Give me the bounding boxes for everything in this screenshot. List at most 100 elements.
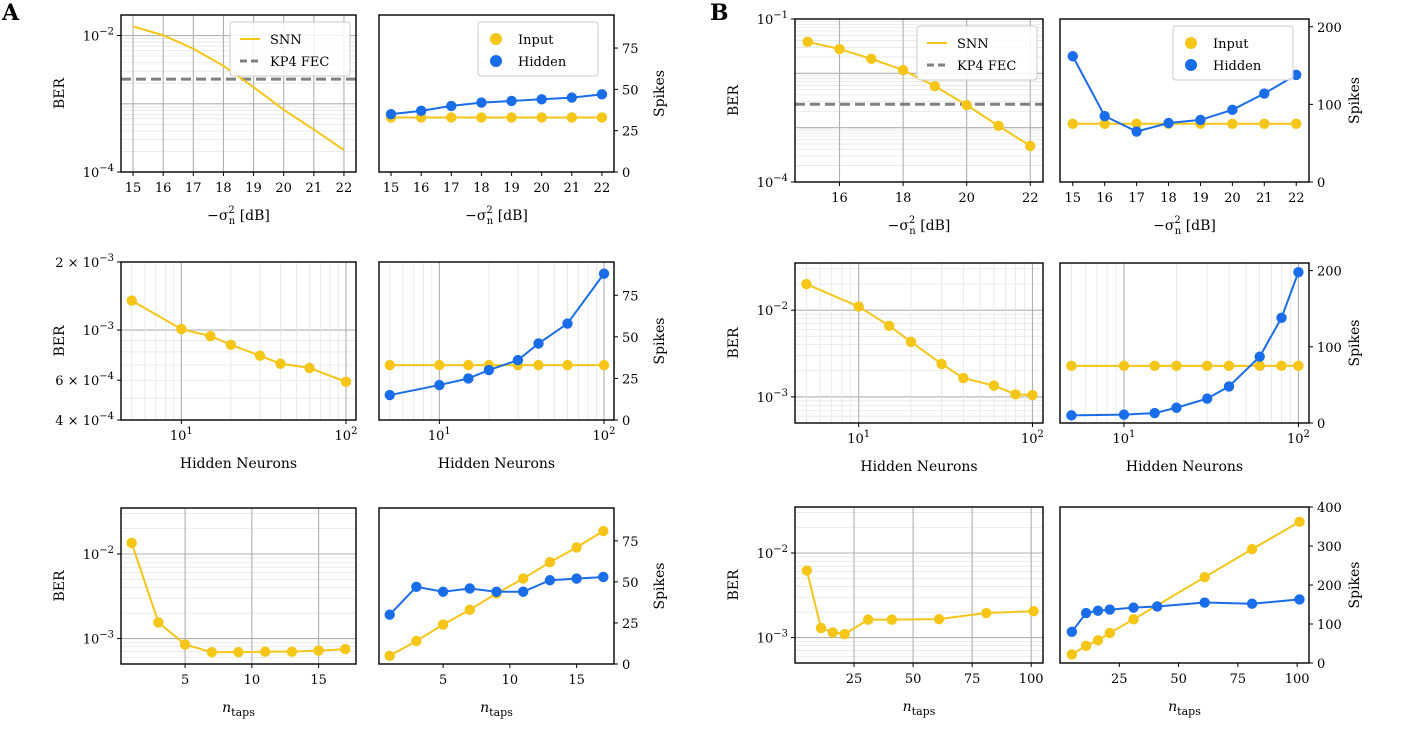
data-point-hidden	[476, 97, 487, 108]
y-tick-label: 0	[1317, 657, 1325, 672]
data-point-input	[1099, 118, 1110, 129]
x-tick-label: 16	[1096, 191, 1113, 206]
data-point-input	[566, 112, 578, 123]
panel-label-a: A	[1, 0, 20, 26]
data-point-hidden	[571, 573, 582, 584]
data-point-input	[464, 604, 475, 616]
data-point-snn	[853, 301, 864, 312]
x-axis-label: −σ2 n [dB]	[207, 205, 270, 227]
legend-label-fec: KP4 FEC	[270, 55, 329, 70]
panel-label-b: B	[710, 0, 729, 26]
data-point-hidden	[483, 364, 495, 376]
plots: 15 16 17 18 19 20 21 22 10−2 10−4 −σ2 n [dB] BER SNN K…	[52, 10, 1363, 719]
data-point-hidden	[1199, 597, 1210, 608]
x-tick-label: 25	[846, 672, 863, 687]
x-tick-label: 18	[215, 181, 232, 196]
y-axis-label: BER	[52, 325, 68, 357]
chart-B-ber-neurons: 101 102 10−2 10−3 Hidden Neurons BER	[726, 262, 1044, 475]
data-point-hidden	[491, 586, 502, 597]
data-point-hidden	[1104, 604, 1116, 615]
legend-box	[1172, 25, 1294, 81]
data-point-input	[446, 112, 457, 123]
axes-frame	[794, 18, 1044, 183]
data-point-snn	[313, 645, 324, 656]
data-point-input	[1291, 118, 1302, 129]
data-point-hidden	[1223, 381, 1235, 392]
data-point-snn	[205, 330, 216, 342]
x-axis-label: ntaps	[480, 700, 513, 719]
data-point-input	[518, 573, 529, 584]
y-tick-label: 10−2	[757, 301, 788, 319]
y-axis-label: BER	[726, 569, 742, 601]
x-tick-label: 102	[335, 426, 358, 444]
legend-label-fec: KP4 FEC	[957, 59, 1016, 74]
x-tick-label: 22	[1022, 191, 1039, 206]
data-point-input	[1149, 360, 1160, 372]
data-point-hidden	[512, 354, 524, 366]
x-axis-label: −σ2 n [dB]	[888, 215, 951, 237]
x-tick-label: 21	[306, 181, 323, 196]
data-point-input	[463, 359, 474, 371]
legend-swatch-input	[1185, 37, 1197, 49]
data-point-snn	[884, 320, 895, 332]
series-snn	[132, 25, 345, 151]
x-tick-label: 18	[473, 181, 490, 196]
grid	[121, 262, 356, 420]
y-tick-label: 10−3	[757, 629, 788, 647]
axes-frame	[120, 14, 357, 173]
y-tick-label: 10−3	[83, 321, 114, 339]
data-point-hidden	[1254, 351, 1265, 362]
data-point-snn	[815, 622, 827, 634]
y-tick-label: 100	[1317, 341, 1342, 356]
data-point-hidden	[1293, 266, 1304, 278]
data-point-hidden	[446, 100, 457, 112]
data-point-hidden	[1080, 607, 1092, 619]
x-tick-label: 16	[413, 181, 430, 196]
data-point-input	[1066, 360, 1077, 372]
data-point-input	[1104, 627, 1116, 639]
data-point-hidden	[1246, 598, 1258, 609]
data-point-snn	[961, 99, 972, 111]
x-tick-label: 15	[1064, 191, 1081, 206]
data-point-hidden	[384, 609, 395, 620]
data-point-input	[1128, 614, 1139, 625]
series-snn	[801, 565, 1039, 640]
x-tick-label: 50	[1170, 672, 1187, 687]
y-tick-label: 200	[1317, 265, 1342, 280]
y-ticks: 10−2 10−3	[757, 544, 795, 647]
y-axis-label: Spikes	[1347, 320, 1363, 367]
chart-A-spikes-noise: 15 16 17 18 19 20 21 22 0 25 50 75 −σ2 n [dB] Spikes In…	[378, 14, 668, 227]
data-point-hidden	[434, 379, 445, 391]
axes-frame	[794, 506, 1044, 664]
y-tick-label: 25	[622, 372, 639, 387]
x-tick-label: 10	[244, 673, 261, 688]
data-point-snn	[839, 628, 850, 640]
x-tick-label: 20	[1224, 191, 1241, 206]
x-tick-label: 16	[831, 191, 848, 206]
data-point-hidden	[1259, 88, 1270, 99]
y-tick-label: 50	[622, 331, 639, 346]
data-point-input	[533, 359, 544, 371]
data-point-hidden	[1227, 104, 1238, 116]
data-point-snn	[1010, 389, 1021, 400]
data-point-input	[506, 112, 517, 123]
data-point-input	[1080, 640, 1092, 652]
y-tick-label: 0	[1317, 417, 1325, 432]
y-ticks: 0 100 200 300 400	[1309, 501, 1342, 672]
data-point-hidden	[385, 108, 397, 120]
series-line-hidden	[1071, 271, 1300, 417]
data-point-snn	[340, 376, 352, 388]
data-point-hidden	[536, 94, 547, 105]
x-axis-label: Hidden Neurons	[860, 459, 977, 475]
data-point-snn	[275, 358, 286, 369]
data-point-hidden	[598, 571, 609, 583]
y-tick-label: 100	[1317, 98, 1342, 113]
axes-frame	[120, 507, 357, 665]
data-point-hidden	[1067, 51, 1078, 62]
data-point-snn	[1027, 389, 1038, 401]
data-point-snn	[801, 565, 813, 576]
x-tick-label: 5	[439, 673, 447, 688]
x-tick-label: 10	[502, 673, 519, 688]
x-tick-label: 20	[275, 181, 292, 196]
